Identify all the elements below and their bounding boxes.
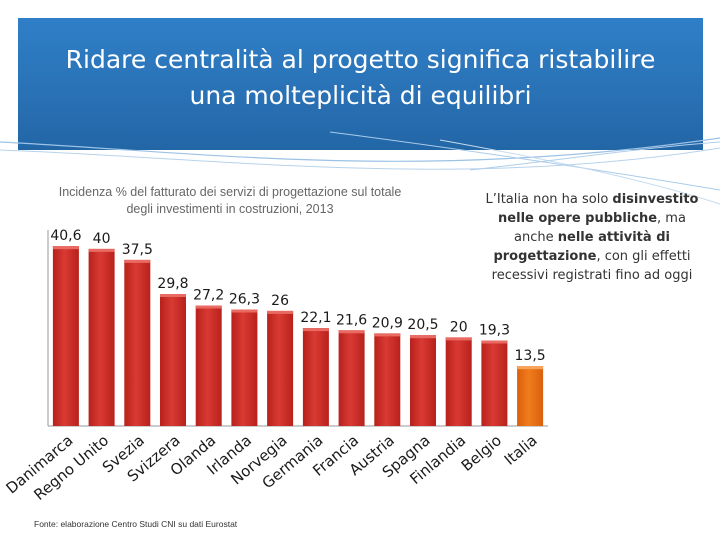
data-label-olanda: 27,2 (193, 288, 224, 304)
title-banner: Ridare centralità al progetto significa … (18, 18, 703, 150)
bar-top-regno-unito (88, 248, 115, 252)
side-text-part-2: , ma anche (514, 211, 686, 245)
data-label-austria: 20,9 (372, 315, 403, 331)
bar-norvegia (267, 310, 294, 426)
bar-francia (338, 330, 365, 426)
bar-top-italia (517, 366, 544, 370)
data-label-danimarca: 40,6 (50, 228, 81, 244)
chart-subtitle: Incidenza % del fatturato dei servizi di… (30, 184, 430, 218)
slide-title-line-1: Ridare centralità al progetto significa … (65, 45, 656, 74)
bar-italia (517, 366, 544, 426)
bar-top-finlandia (445, 337, 472, 341)
chart-subtitle-line-1: Incidenza % del fatturato dei servizi di… (58, 185, 402, 199)
data-label-svezia: 37,5 (122, 242, 153, 258)
bar-top-svizzera (160, 294, 186, 297)
data-label-francia: 21,6 (336, 312, 367, 328)
bar-top-francia (338, 330, 365, 334)
data-label-germania: 22,1 (300, 310, 331, 326)
slide-title-line-2: una molteplicità di equilibri (189, 81, 532, 110)
bar-danimarca (52, 246, 79, 426)
side-text-bold-2: nelle attività di progettazione (493, 230, 670, 264)
bar-top-germania (302, 328, 329, 332)
side-commentary: L’Italia non ha solo disinvestito nelle … (478, 190, 706, 285)
slide-title: Ridare centralità al progetto significa … (18, 42, 703, 114)
bar-regno-unito (88, 248, 115, 426)
chart-subtitle-line-2: degli investimenti in costruzioni, 2013 (126, 202, 334, 216)
data-label-belgio: 19,3 (479, 323, 510, 339)
bar-top-austria (374, 333, 401, 337)
bar-finlandia (445, 337, 472, 426)
bar-svizzera (160, 294, 186, 426)
bar-svezia (124, 259, 151, 426)
data-label-norvegia: 26 (271, 293, 289, 309)
data-label-irlanda: 26,3 (229, 292, 260, 308)
data-label-regno-unito: 40 (93, 231, 111, 247)
decorative-swoosh (0, 131, 720, 205)
data-label-italia: 13,5 (515, 348, 546, 364)
bar-belgio (481, 340, 508, 426)
data-label-svizzera: 29,8 (157, 276, 188, 292)
source-footnote: Fonte: elaborazione Centro Studi CNI su … (34, 519, 238, 529)
bar-germania (302, 328, 329, 426)
bar-irlanda (231, 309, 258, 426)
side-text-part-1: L’Italia non ha solo (485, 192, 613, 207)
tick-label-belgio: Belgio (458, 431, 505, 475)
data-label-finlandia: 20 (450, 319, 468, 335)
side-text-part-3: , con gli effetti recessivi registrati f… (491, 249, 693, 283)
tick-label-italia: Italia (501, 431, 541, 469)
bar-top-irlanda (231, 309, 258, 313)
bar-top-olanda (195, 305, 222, 309)
data-label-spagna: 20,5 (407, 317, 438, 333)
bar-top-danimarca (52, 246, 79, 250)
bar-top-norvegia (267, 310, 294, 314)
bar-top-belgio (481, 340, 508, 344)
bar-olanda (195, 305, 222, 426)
bar-spagna (410, 335, 436, 426)
bar-top-svezia (124, 259, 151, 263)
side-text-bold-1: disinvestito nelle opere pubbliche (498, 192, 699, 226)
bar-austria (374, 333, 401, 426)
bar-top-spagna (410, 335, 436, 339)
